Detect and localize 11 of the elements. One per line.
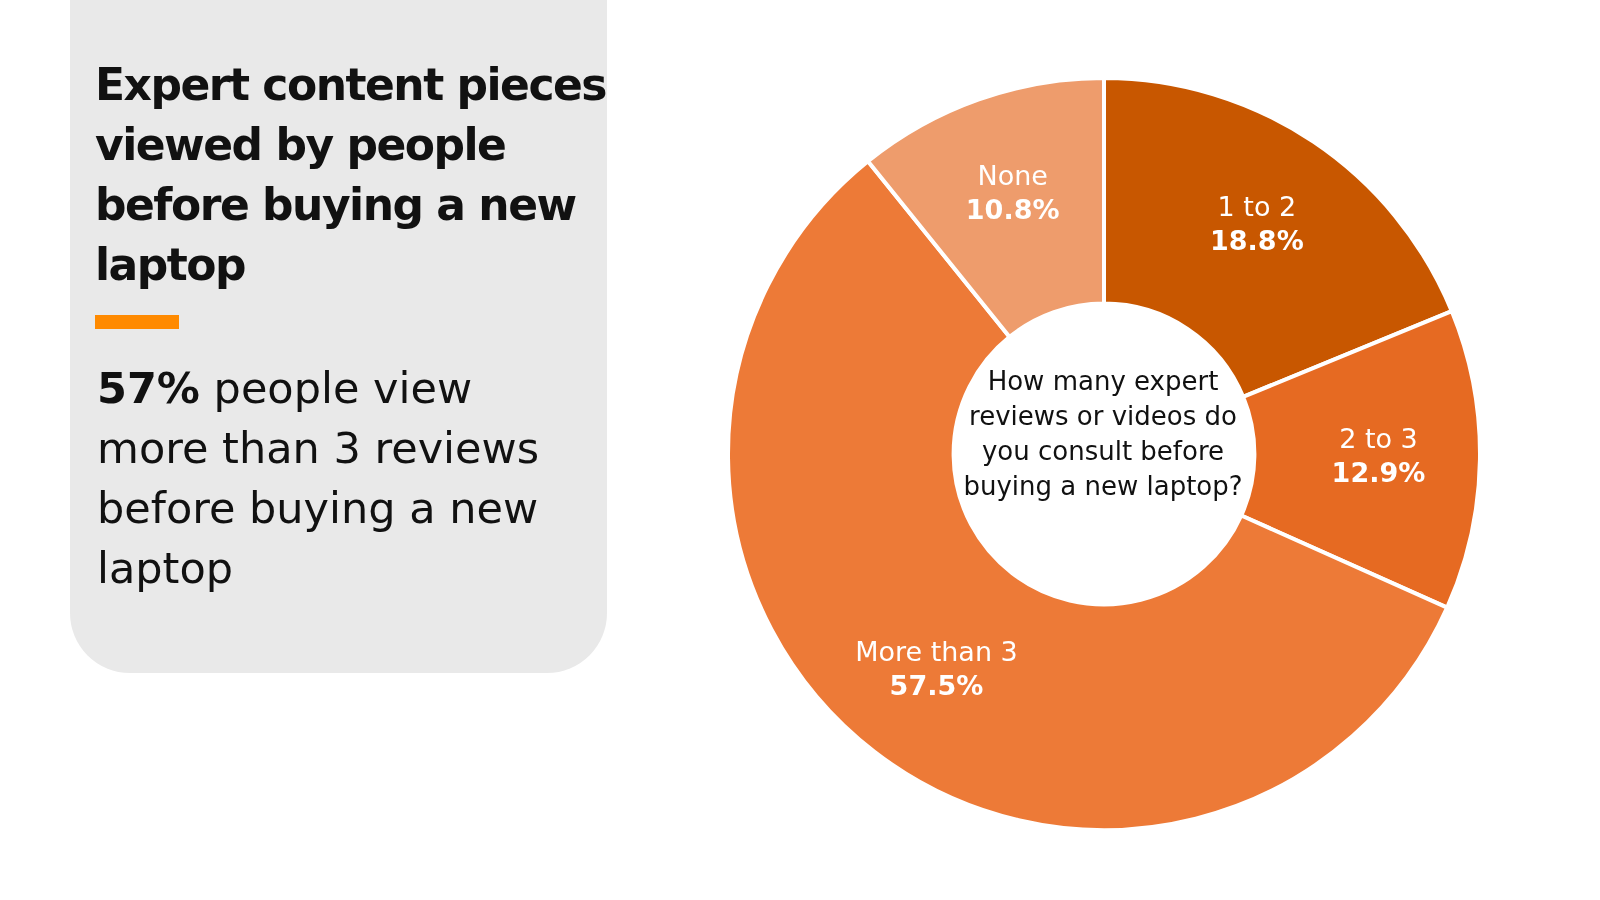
- slice-label: 2 to 3: [1339, 423, 1418, 455]
- slice-label: 1 to 2: [1217, 191, 1297, 223]
- data-label: 10.8%: [965, 194, 1060, 226]
- slice-label: More than 3: [855, 636, 1018, 668]
- data-label: 12.9%: [1331, 457, 1426, 489]
- text: How many expert reviews or videos do you consult before buying a new laptop?: [962, 365, 1244, 503]
- text: Expert content pieces viewed by people before buying a new laptop: [95, 58, 608, 292]
- slice-label: None: [977, 160, 1048, 192]
- data-label: 18.8%: [1210, 225, 1304, 257]
- text: 57% people view more than 3 reviews before buying a new laptop: [97, 362, 541, 595]
- data-label: 57.5%: [889, 670, 984, 702]
